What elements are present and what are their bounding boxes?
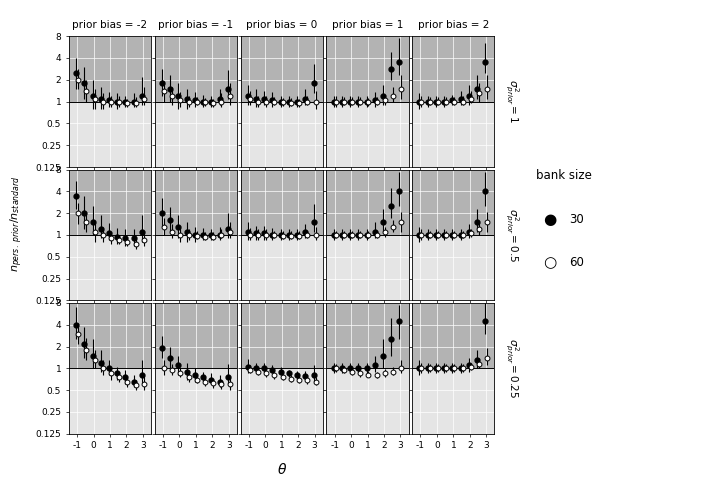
Text: prior bias = -2: prior bias = -2 [72,20,148,30]
Bar [154,303,237,368]
Text: $\sigma^2_{prior} = 1$: $\sigma^2_{prior} = 1$ [503,80,521,124]
Bar [326,235,409,300]
Text: 60: 60 [569,256,584,269]
Text: bank size: bank size [536,170,592,182]
Bar [326,102,409,167]
Bar [326,303,409,368]
Bar [413,368,494,434]
Bar [154,36,237,102]
Bar [413,36,494,102]
Bar [154,102,237,167]
Bar [326,36,409,102]
Bar [326,170,409,235]
Bar [69,170,151,235]
Text: $\sigma^2_{prior} = 0.25$: $\sigma^2_{prior} = 0.25$ [503,338,521,399]
Bar [241,102,323,167]
Bar [69,368,151,434]
Bar [413,235,494,300]
Bar [326,368,409,434]
Bar [69,102,151,167]
Bar [241,170,323,235]
Bar [241,368,323,434]
Text: prior bias = 1: prior bias = 1 [332,20,403,30]
Bar [413,170,494,235]
Text: 30: 30 [569,213,584,226]
Text: ○: ○ [543,255,556,270]
Text: ●: ● [543,212,556,227]
Text: prior bias = 0: prior bias = 0 [246,20,318,30]
Bar [69,36,151,102]
Text: $n_{pers.\ prior}/ n_{standard}$: $n_{pers.\ prior}/ n_{standard}$ [9,176,25,272]
Bar [154,170,237,235]
Bar [241,303,323,368]
Text: prior bias = -1: prior bias = -1 [158,20,233,30]
Text: $\sigma^2_{prior} = 0.5$: $\sigma^2_{prior} = 0.5$ [503,208,521,262]
Bar [154,235,237,300]
Bar [69,235,151,300]
Bar [413,303,494,368]
Bar [69,303,151,368]
Bar [241,36,323,102]
Bar [154,368,237,434]
Text: prior bias = 2: prior bias = 2 [418,20,489,30]
Bar [241,235,323,300]
Text: $\theta$: $\theta$ [276,462,287,477]
Bar [413,102,494,167]
